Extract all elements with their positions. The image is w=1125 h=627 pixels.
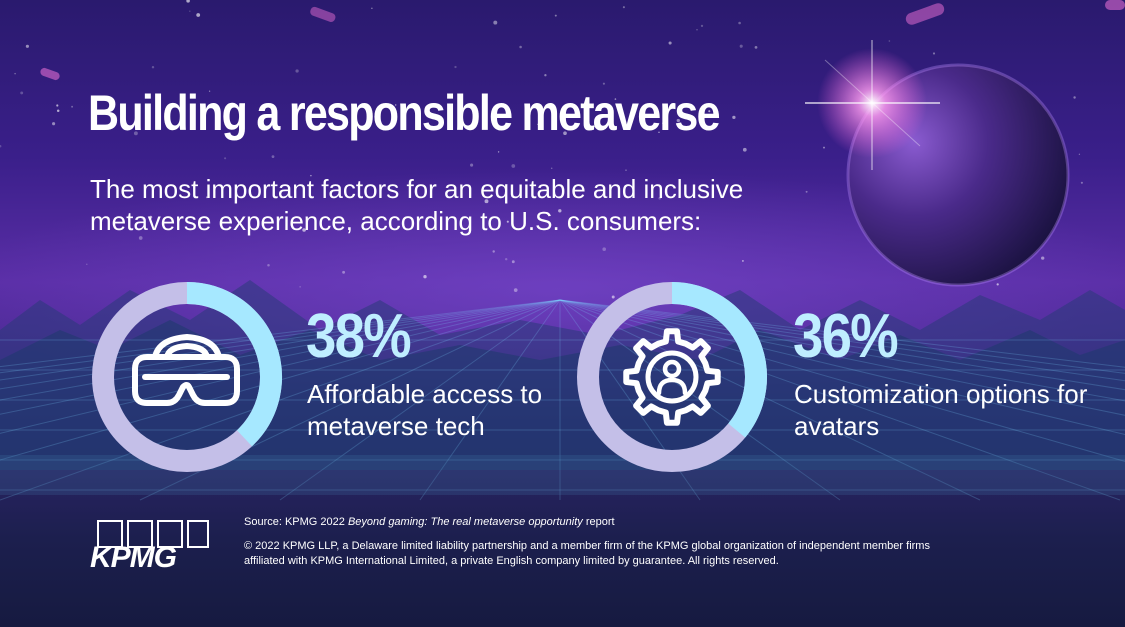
source-citation: Source: KPMG 2022 Beyond gaming: The rea… — [244, 516, 615, 528]
page-title: Building a responsible metaverse — [88, 85, 721, 141]
kpmg-logo: KPMG — [90, 520, 209, 570]
copyright-notice: © 2022 KPMG LLP, a Delaware limited liab… — [244, 540, 930, 567]
ring-value-arc — [671, 282, 767, 438]
donut-chart-affordable-access — [92, 282, 282, 472]
ring-value-arc — [186, 282, 282, 447]
stat-value-customization: 36% — [793, 302, 899, 371]
source-suffix: report — [582, 516, 615, 528]
stat-value-affordable-access: 38% — [306, 302, 412, 371]
vr-headset-icon — [132, 334, 240, 406]
source-report-title: Beyond gaming: The real metaverse opport… — [347, 516, 583, 528]
page-subtitle: The most important factors for an equita… — [90, 174, 744, 236]
donut-chart-customization — [577, 282, 767, 472]
stat-label-affordable-access: Affordable access to metaverse tech — [307, 379, 543, 441]
source-prefix: Source: KPMG 2022 — [244, 516, 348, 528]
kpmg-logo-text: KPMG — [90, 541, 177, 570]
gear-person-icon — [623, 328, 721, 426]
stat-label-customization: Customization options for avatars — [794, 379, 1088, 441]
